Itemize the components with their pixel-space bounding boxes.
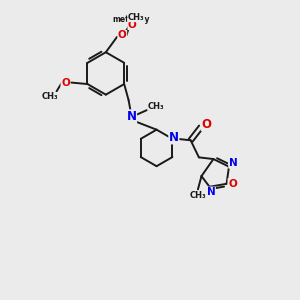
Text: O: O <box>118 31 127 40</box>
Text: O: O <box>201 118 211 130</box>
Text: CH₃: CH₃ <box>147 102 164 111</box>
Text: N: N <box>229 158 238 168</box>
Text: CH₃: CH₃ <box>190 191 206 200</box>
Text: N: N <box>127 110 136 123</box>
Text: CH₃: CH₃ <box>128 13 144 22</box>
Text: O: O <box>61 78 70 88</box>
Text: methoxy: methoxy <box>112 15 150 24</box>
Text: N: N <box>169 131 179 144</box>
Text: CH₃: CH₃ <box>42 92 58 101</box>
Text: O: O <box>128 20 137 30</box>
Text: O: O <box>228 179 237 189</box>
Text: N: N <box>207 187 215 197</box>
